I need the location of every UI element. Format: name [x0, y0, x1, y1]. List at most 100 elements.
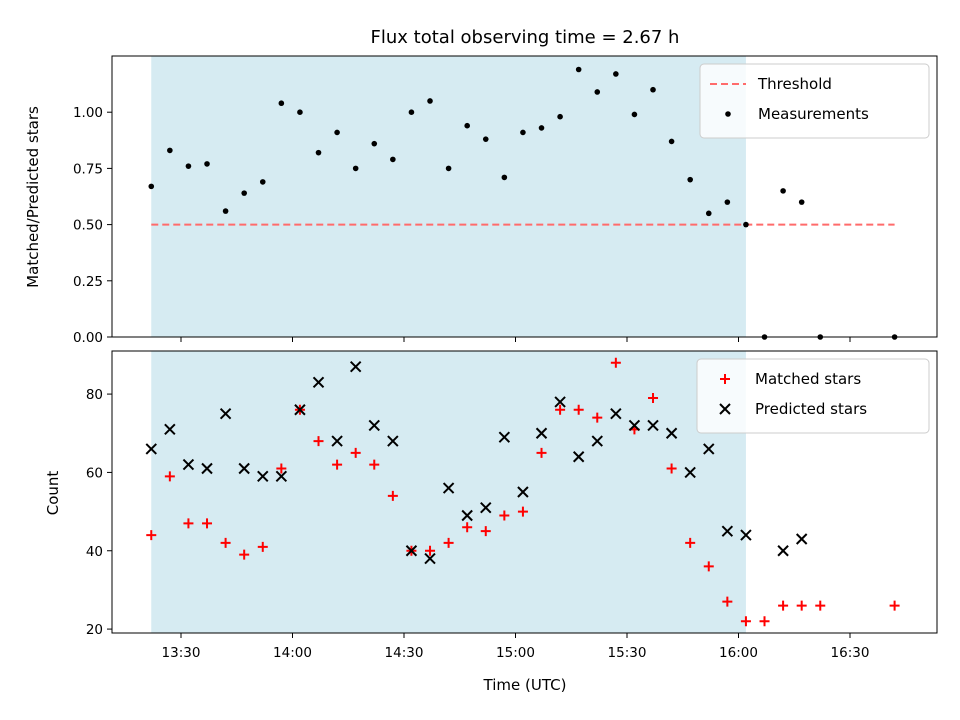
top-measurements-point: [557, 113, 563, 120]
bottom-predicted-stars-point: [535, 427, 548, 439]
bottom-predicted-stars-point: [777, 545, 789, 557]
bottom-predicted-stars-point: [294, 404, 306, 416]
bottom-matched-stars-point: [815, 600, 826, 611]
top-legend-box: [699, 63, 930, 139]
top-measurements-point: [241, 190, 247, 196]
top-measurements-point: [390, 156, 396, 163]
top-measurements-point: [482, 136, 489, 142]
bottom-matched-stars-point: [648, 393, 659, 403]
bottom-predicted-stars-point: [665, 427, 678, 439]
top-shaded-region: [151, 56, 746, 337]
bottom-y-tick-label: 20: [86, 622, 103, 638]
top-measurements-point: [167, 147, 173, 154]
bottom-predicted-stars-point: [795, 533, 808, 545]
bottom-predicted-stars-point: [647, 419, 659, 432]
top-axes-frame: [111, 55, 938, 338]
bottom-y-tick-label: 80: [86, 387, 103, 403]
top-y-tick-label: 0.75: [73, 161, 103, 177]
bottom-predicted-stars-point: [387, 435, 399, 447]
bottom-matched-stars-point: [164, 471, 175, 482]
top-measurements-point: [315, 149, 322, 156]
bottom-predicted-stars-point: [349, 360, 362, 373]
bottom-panel: 20 40 60 80 13:30 14:00 14:30 15:00 15:30 16:00 16…: [86, 350, 938, 661]
bottom-x-tick-label: 15:30: [608, 645, 647, 661]
top-y-axis-label: Matched/Predicted stars: [24, 106, 42, 288]
top-measurements-point: [427, 98, 433, 104]
bottom-predicted-stars-point: [461, 509, 473, 522]
bottom-matched-stars-point: [592, 412, 603, 423]
bottom-x-tick-label: 13:30: [162, 645, 201, 661]
bottom-matched-stars-point: [499, 510, 510, 521]
bottom-matched-stars-point: [313, 436, 324, 447]
bottom-matched-stars-point: [443, 537, 454, 548]
top-measurements-point: [575, 66, 582, 73]
bottom-predicted-stars-point: [238, 462, 250, 475]
bottom-legend-label-matched-stars: Matched stars: [755, 370, 861, 388]
bottom-predicted-stars-point: [554, 396, 566, 408]
bottom-matched-stars-point: [387, 490, 398, 501]
top-measurements-point: [668, 138, 675, 145]
bottom-matched-stars-point: [889, 600, 900, 611]
top-measurements-point: [780, 188, 786, 194]
bottom-matched-stars-point: [369, 459, 380, 470]
bottom-shaded-region: [151, 351, 746, 633]
bottom-y-axis-label: Count: [44, 471, 62, 516]
bottom-legend-marker-predicted-stars: [719, 403, 731, 415]
top-measurements-point: [594, 89, 601, 95]
top-measurements-point: [445, 165, 452, 172]
bottom-matched-stars-point: [573, 404, 584, 415]
bottom-y-tick-label: 40: [86, 544, 103, 560]
top-y-tick-label: 0.00: [73, 330, 103, 346]
bottom-predicted-stars-point: [424, 552, 436, 565]
bottom-matched-stars-point: [517, 506, 528, 517]
bottom-predicted-stars-point: [405, 545, 418, 557]
bottom-predicted-stars-point: [517, 486, 529, 498]
top-measurements-point: [705, 210, 712, 217]
bottom-matched-stars-point: [685, 537, 696, 548]
chart-title: Flux total observing time = 2.67 h: [371, 27, 680, 48]
bottom-matched-stars-point: [536, 447, 547, 458]
bottom-predicted-stars-point: [331, 435, 343, 447]
bottom-predicted-stars-point: [572, 451, 585, 463]
bottom-predicted-stars-point: [610, 407, 622, 420]
top-legend-label-threshold: Threshold: [757, 75, 832, 93]
top-measurements-point: [650, 86, 656, 93]
bottom-matched-stars-point: [480, 526, 491, 537]
bottom-matched-stars-point: [276, 463, 287, 474]
bottom-matched-stars-point: [332, 459, 343, 470]
top-y-tick-label: 1.00: [73, 105, 103, 121]
top-measurements-point: [185, 163, 192, 169]
bottom-legend-label-predicted-stars: Predicted stars: [755, 400, 867, 418]
bottom-matched-stars-point: [778, 600, 789, 611]
top-measurements-point: [148, 183, 155, 190]
bottom-matched-stars-point: [666, 463, 677, 474]
bottom-y-tick-label: 60: [86, 465, 103, 481]
bottom-matched-stars-point: [759, 616, 770, 627]
top-measurements-point: [352, 165, 359, 172]
bottom-matched-stars-point: [257, 541, 268, 552]
bottom-matched-stars-point: [350, 447, 361, 458]
bottom-predicted-stars-point: [312, 376, 325, 389]
bottom-axes-frame: [111, 350, 938, 634]
top-measurements-point: [501, 174, 508, 181]
bottom-x-tick-label: 15:00: [496, 645, 535, 661]
bottom-matched-stars-point: [796, 600, 807, 611]
bottom-predicted-stars-point: [368, 419, 380, 432]
bottom-predicted-stars-point: [498, 431, 511, 443]
top-measurements-point: [613, 71, 619, 77]
top-legend-label-measurements: Measurements: [758, 105, 869, 123]
bottom-matched-stars-point: [703, 561, 714, 572]
bottom-matched-stars-point: [183, 518, 194, 529]
x-axis-label: Time (UTC): [483, 676, 567, 694]
bottom-matched-stars-point: [146, 530, 157, 541]
bottom-legend-box: [696, 358, 930, 434]
top-y-tick-label: 0.25: [73, 274, 103, 290]
bottom-matched-stars-point: [239, 549, 250, 560]
bottom-predicted-stars-point: [275, 470, 288, 483]
bottom-x-tick-label: 14:00: [273, 645, 312, 661]
bottom-predicted-stars-point: [628, 419, 641, 432]
bottom-x-tick-label: 16:30: [831, 645, 870, 661]
top-measurements-point: [204, 161, 210, 167]
bottom-predicted-stars-point: [591, 435, 603, 447]
top-measurements-point: [222, 208, 229, 214]
